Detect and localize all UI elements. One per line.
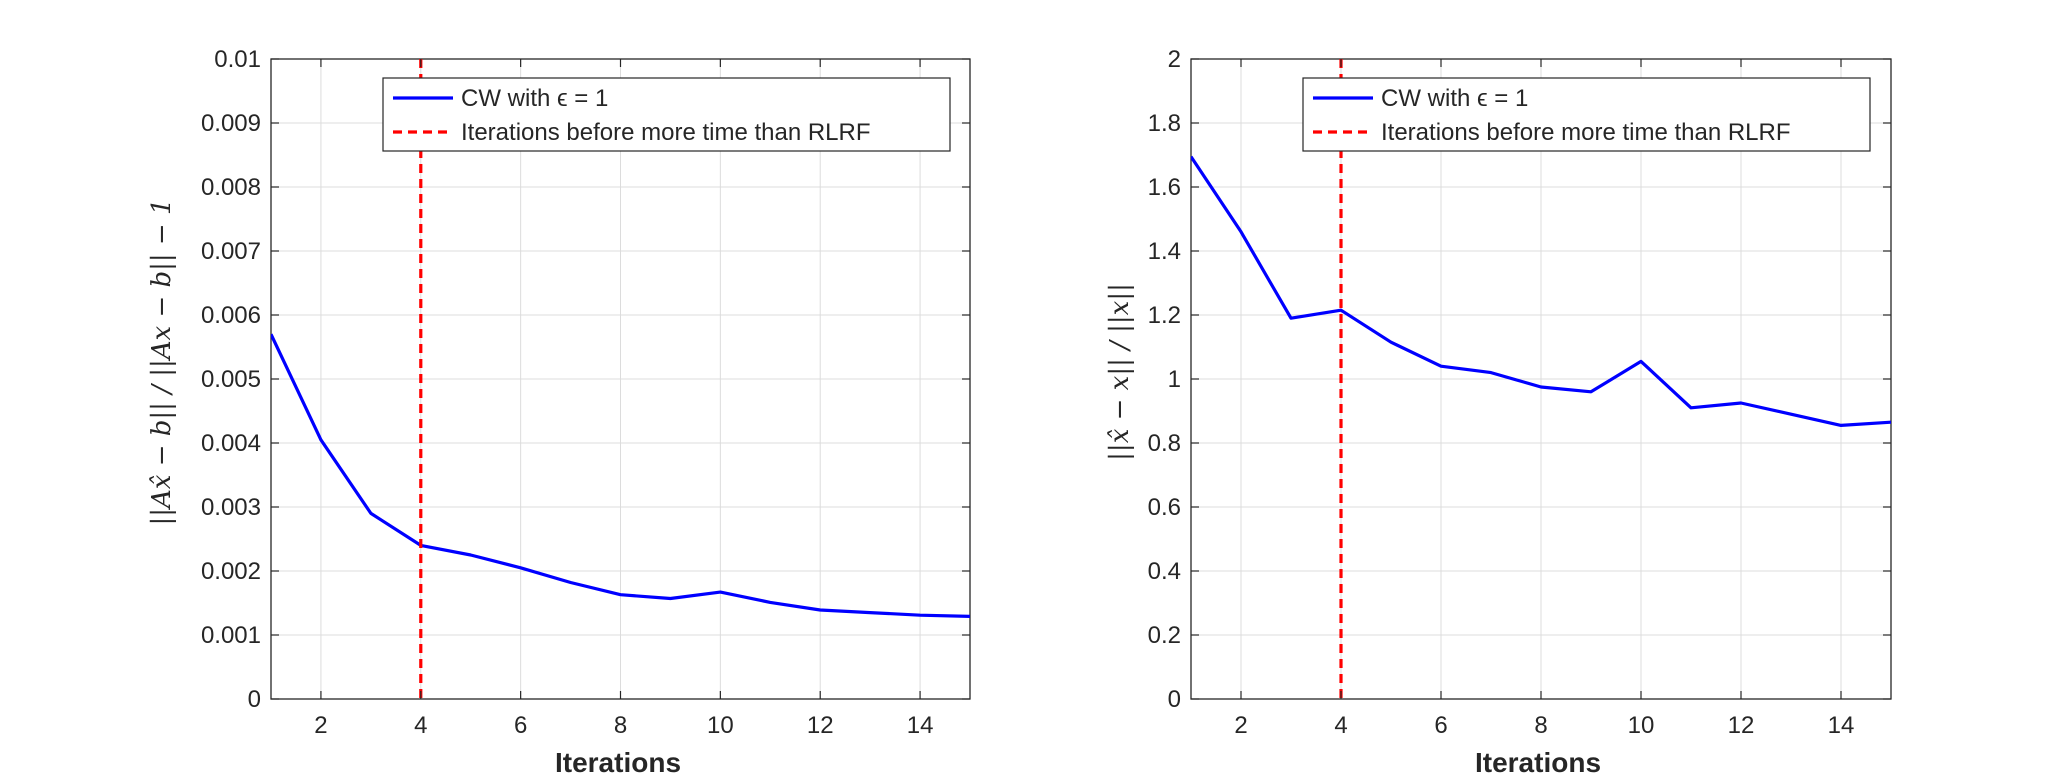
chart-right: 2 4 6 8 10 12 14 0 0.2 0.4 0.6 0.8 1 1.2 1.4 1.6 1.8 2 I… bbox=[1105, 46, 1892, 778]
y-tick-label: 0.8 bbox=[1148, 430, 1181, 457]
x-tick-label: 14 bbox=[907, 712, 934, 739]
x-tick-label: 8 bbox=[614, 712, 627, 739]
x-tick-label: 12 bbox=[807, 712, 834, 739]
y-tick-label: 2 bbox=[1168, 46, 1181, 73]
series-line-right bbox=[1191, 155, 1891, 427]
y-tick-label: 1.8 bbox=[1148, 110, 1181, 137]
y-tick-label: 1.2 bbox=[1148, 302, 1181, 329]
y-tick-label: 0.2 bbox=[1148, 622, 1181, 649]
y-axis-label-left: ||Ax̂ − b|| / ||Ax − b|| − 1 bbox=[147, 198, 177, 525]
legend-label: CW with ϵ = 1 bbox=[1381, 85, 1528, 112]
y-tick-label: 0.01 bbox=[214, 46, 261, 73]
y-tick-label: 0 bbox=[248, 686, 261, 713]
y-tick-label: 0 bbox=[1168, 686, 1181, 713]
x-axis-label-right: Iterations bbox=[1475, 747, 1601, 778]
y-tick-label: 0.004 bbox=[201, 430, 261, 457]
legend-box bbox=[382, 77, 951, 152]
y-tick-label: 0.008 bbox=[201, 174, 261, 201]
y-axis-label-right: ||x̂ − x|| / ||x|| bbox=[1105, 283, 1135, 461]
x-tick-label: 14 bbox=[1828, 712, 1855, 739]
y-tick-label: 0.001 bbox=[201, 622, 261, 649]
legend-label: Iterations before more time than RLRF bbox=[461, 119, 871, 146]
y-ticks-left: 0 0.001 0.002 0.003 0.004 0.005 0.006 0.007 0.00… bbox=[201, 46, 970, 713]
x-tick-label: 4 bbox=[1334, 712, 1347, 739]
x-tick-label: 6 bbox=[514, 712, 527, 739]
x-tick-label: 2 bbox=[1234, 712, 1247, 739]
y-tick-label: 0.002 bbox=[201, 558, 261, 585]
y-tick-label: 1.4 bbox=[1148, 238, 1181, 265]
x-tick-label: 8 bbox=[1534, 712, 1547, 739]
legend-box bbox=[1302, 77, 1871, 152]
y-tick-label: 0.005 bbox=[201, 366, 261, 393]
legend-right: CW with ϵ = 1 Iterations before more time… bbox=[1302, 77, 1871, 152]
x-ticks-left: 2 4 6 8 10 12 14 bbox=[314, 59, 933, 739]
y-tick-label: 0.003 bbox=[201, 494, 261, 521]
series-line-left bbox=[271, 333, 970, 618]
legend-label: CW with ϵ = 1 bbox=[461, 85, 608, 112]
x-tick-label: 4 bbox=[414, 712, 427, 739]
x-tick-label: 6 bbox=[1434, 712, 1447, 739]
x-axis-label-left: Iterations bbox=[555, 747, 681, 778]
x-tick-label: 10 bbox=[707, 712, 734, 739]
legend-label: Iterations before more time than RLRF bbox=[1381, 119, 1791, 146]
y-tick-label: 0.006 bbox=[201, 302, 261, 329]
chart-left: 2 4 6 8 10 12 14 0 0.001 0.002 0.003 0.004 0.005 0.0… bbox=[147, 46, 971, 778]
y-tick-label: 1.6 bbox=[1148, 174, 1181, 201]
x-ticks-right: 2 4 6 8 10 12 14 bbox=[1234, 59, 1854, 739]
y-tick-label: 0.4 bbox=[1148, 558, 1181, 585]
y-tick-label: 0.007 bbox=[201, 238, 261, 265]
x-tick-label: 10 bbox=[1628, 712, 1655, 739]
x-tick-label: 2 bbox=[314, 712, 327, 739]
y-ticks-right: 0 0.2 0.4 0.6 0.8 1 1.2 1.4 1.6 1.8 2 bbox=[1148, 46, 1891, 713]
y-tick-label: 0.009 bbox=[201, 110, 261, 137]
y-tick-label: 0.6 bbox=[1148, 494, 1181, 521]
legend-left: CW with ϵ = 1 Iterations before more time… bbox=[382, 77, 951, 152]
y-tick-label: 1 bbox=[1168, 366, 1181, 393]
x-tick-label: 12 bbox=[1728, 712, 1755, 739]
